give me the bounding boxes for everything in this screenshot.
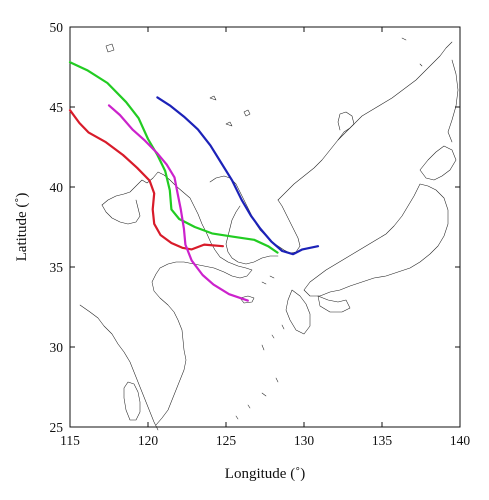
storm-track-4 <box>156 96 320 256</box>
x-axis-ticks: 115 120 125 130 135 140 <box>60 27 470 448</box>
track-layer <box>68 61 320 302</box>
coastline-layer <box>79 37 459 431</box>
x-tick-label: 125 <box>216 433 237 448</box>
y-axis-ticks: 25 30 35 40 45 50 <box>50 20 460 435</box>
coastline-jeju <box>239 295 255 304</box>
x-tick-label: 115 <box>60 433 80 448</box>
coastline-china <box>101 171 253 426</box>
storm-track-3 <box>107 104 249 302</box>
coastline-sakhalin <box>447 59 459 143</box>
y-tick-label: 25 <box>50 420 64 435</box>
x-axis-label: Longitude (˚) <box>225 466 305 482</box>
y-tick-label: 40 <box>50 180 64 195</box>
coastline-honshu <box>303 183 449 297</box>
y-axis-label: Latitude (˚) <box>14 193 30 262</box>
coastline-islands-small <box>105 37 423 285</box>
x-tick-label: 120 <box>138 433 159 448</box>
coastline-vladivostok-bay <box>337 111 355 141</box>
plot-frame <box>69 26 461 428</box>
y-tick-label: 45 <box>50 100 64 115</box>
coastline-hokkaido <box>419 145 457 181</box>
x-tick-label: 135 <box>372 433 393 448</box>
storm-track-2 <box>68 61 279 254</box>
y-tick-label: 50 <box>50 20 64 35</box>
y-tick-label: 30 <box>50 340 64 355</box>
coastline-northeast-asia <box>277 41 453 201</box>
x-tick-label: 140 <box>450 433 471 448</box>
coastline-shikoku <box>317 295 351 313</box>
coastline-bohai-north <box>101 199 141 225</box>
coastline-taiwan <box>123 381 141 421</box>
coastline-southeast-china <box>79 304 159 431</box>
x-tick-label: 130 <box>294 433 315 448</box>
coastline-kyushu <box>285 289 311 335</box>
coastline-korea-west <box>225 205 279 265</box>
coastline-ryukyu <box>235 324 285 420</box>
y-tick-label: 35 <box>50 260 64 275</box>
